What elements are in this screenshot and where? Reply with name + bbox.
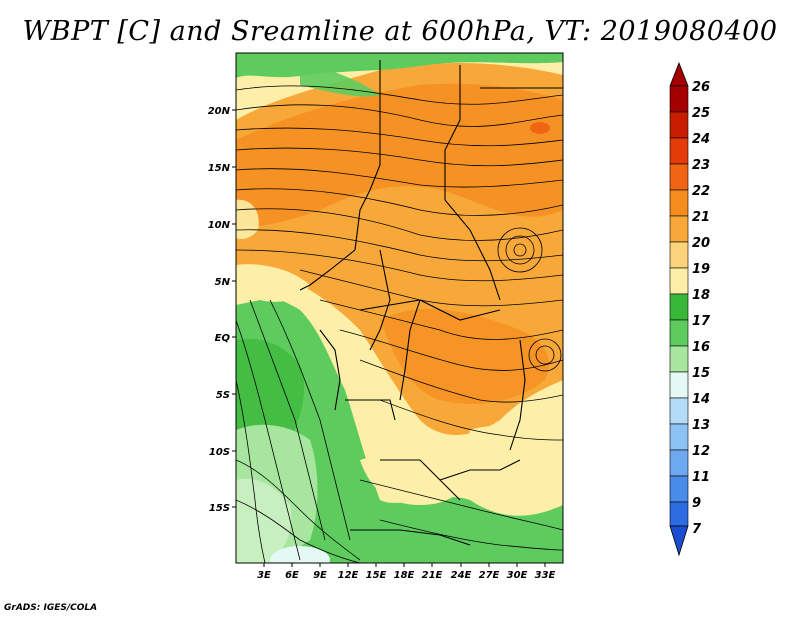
lat-axis: 20N 15N 10N 5N EQ 5S 10S 15S [208, 106, 236, 514]
colorbar-cell-15 [669, 371, 689, 399]
colorbar-label-25: 25 [692, 106, 710, 121]
colorbar-top-arrow [669, 61, 689, 87]
colorbar-label-16: 16 [692, 340, 710, 355]
colorbar-label-12: 12 [692, 444, 710, 459]
colorbar-label-13: 13 [692, 418, 710, 433]
map-field [236, 53, 563, 563]
lon-label-27e: 27E [479, 570, 500, 581]
lat-label-20n: 20N [208, 106, 231, 117]
lon-label-9e: 9E [313, 570, 327, 581]
lon-label-18e: 18E [394, 570, 415, 581]
colorbar-cell-20 [669, 241, 689, 269]
lon-axis: 3E 6E 9E 12E 15E 18E 21E 24E 27E 30E 33E [257, 563, 556, 581]
colorbar-cell-9 [669, 501, 689, 527]
colorbar-cell-17 [669, 319, 689, 347]
colorbar-cell-12 [669, 449, 689, 477]
lon-label-33e: 33E [535, 570, 556, 581]
colorbar-cell-14 [669, 397, 689, 425]
colorbar-label-9: 9 [692, 496, 701, 511]
colorbar-label-22: 22 [692, 184, 710, 199]
colorbar-label-20: 20 [692, 236, 710, 251]
lon-label-21e: 21E [422, 570, 443, 581]
colorbar-cell-18 [669, 293, 689, 321]
colorbar-cell-23 [669, 163, 689, 191]
colorbar-label-14: 14 [692, 392, 710, 407]
lon-label-12e: 12E [338, 570, 359, 581]
colorbar-label-18: 18 [692, 288, 710, 303]
lat-label-5s: 5S [216, 390, 230, 401]
colorbar-cell-16 [669, 345, 689, 373]
streamlines [236, 85, 563, 563]
colorbar-cell-21 [669, 215, 689, 243]
lon-label-30e: 30E [507, 570, 528, 581]
lat-label-15s: 15S [209, 503, 230, 514]
colorbar-label-23: 23 [692, 158, 710, 173]
lat-label-5n: 5N [215, 277, 231, 288]
colorbar-label-21: 21 [692, 210, 710, 225]
colorbar-cell-13 [669, 423, 689, 451]
colorbar-label-26: 26 [692, 80, 710, 95]
map-frame [235, 52, 564, 564]
lat-label-10s: 10S [209, 447, 230, 458]
lat-label-10n: 10N [208, 220, 231, 231]
colorbar-label-15: 15 [692, 366, 710, 381]
lon-label-24e: 24E [451, 570, 472, 581]
colorbar-label-11: 11 [692, 470, 710, 485]
colorbar-cell-26 [669, 85, 689, 113]
colorbar-label-19: 19 [692, 262, 710, 277]
country-borders [299, 60, 563, 546]
lon-label-15e: 15E [366, 570, 387, 581]
colorbar-cell-19 [669, 267, 689, 295]
colorbar-cell-11 [669, 475, 689, 503]
colorbar-label-17: 17 [692, 314, 711, 329]
chart-title: WBPT [C] and Sreamline at 600hPa, VT: 20… [22, 16, 778, 47]
lat-label-eq: EQ [215, 333, 231, 344]
colorbar: 26 25 24 23 22 21 20 19 18 17 16 15 14 1… [669, 61, 711, 557]
lon-label-6e: 6E [285, 570, 299, 581]
footer-credit: GrADS: IGES/COLA [4, 603, 98, 613]
colorbar-label-24: 24 [692, 132, 710, 147]
lon-label-3e: 3E [257, 570, 271, 581]
colorbar-label-7: 7 [692, 522, 702, 537]
colorbar-cell-22 [669, 189, 689, 217]
colorbar-cell-25 [669, 111, 689, 139]
lat-label-15n: 15N [208, 163, 231, 174]
colorbar-bottom-arrow [669, 525, 689, 557]
colorbar-cell-24 [669, 137, 689, 165]
